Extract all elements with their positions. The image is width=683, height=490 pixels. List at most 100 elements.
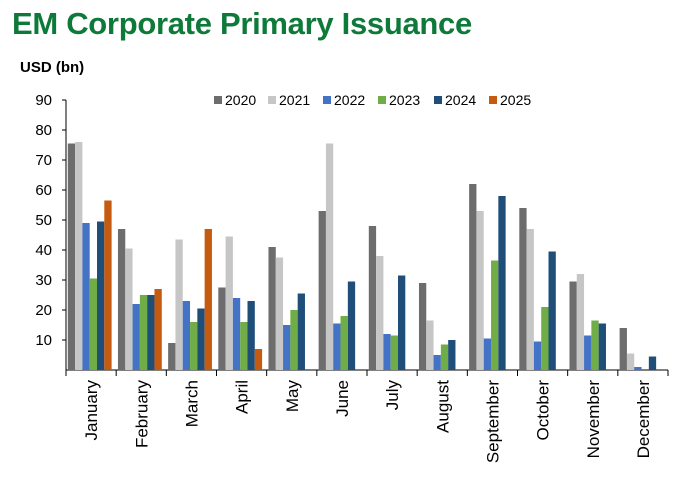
- bar-2024-september: [498, 196, 506, 370]
- bar-2023-november: [591, 320, 599, 370]
- bar-2021-october: [526, 229, 534, 370]
- bar-2022-january: [82, 223, 90, 370]
- legend-label-2023: 2023: [389, 92, 420, 108]
- chart-title: EM Corporate Primary Issuance: [12, 6, 472, 41]
- bar-2024-december: [648, 356, 657, 370]
- category-labels: January February March April May June July Augu…: [82, 380, 653, 464]
- legend-swatch-2023: [378, 96, 386, 104]
- bar-2023-march: [190, 322, 198, 370]
- legend-swatch-2022: [323, 96, 331, 104]
- legend-swatch-2021: [268, 96, 276, 104]
- bar-2020-june: [318, 211, 326, 370]
- category-label: January: [82, 380, 101, 441]
- bar-2023-february: [139, 295, 148, 370]
- chart-bars: [67, 142, 657, 370]
- category-label: March: [182, 380, 201, 427]
- y-tick-label: 70: [35, 152, 52, 169]
- y-tick-label: 30: [35, 272, 52, 289]
- y-axis-unit-label: USD (bn): [20, 59, 85, 76]
- category-label: April: [233, 380, 252, 414]
- bar-2022-november: [584, 335, 592, 370]
- bar-2023-january: [89, 278, 97, 370]
- bar-2024-march: [197, 308, 205, 370]
- bar-2024-october: [548, 251, 556, 370]
- bar-2020-september: [469, 184, 477, 370]
- category-label: December: [634, 380, 653, 459]
- bar-2022-december: [634, 367, 642, 370]
- legend-label-2021: 2021: [279, 92, 310, 108]
- bar-2020-august: [418, 283, 427, 370]
- y-tick-label: 40: [35, 242, 52, 259]
- bar-2021-april: [225, 236, 233, 370]
- y-tick-label: 20: [35, 302, 52, 319]
- bar-2020-november: [569, 281, 577, 370]
- bar-2022-october: [533, 341, 542, 370]
- category-label: May: [283, 380, 302, 413]
- bar-2020-april: [218, 287, 226, 370]
- category-label: July: [383, 380, 402, 411]
- chart-legend: 2020 2021 2022 2023 2024 2025: [214, 92, 531, 108]
- category-label: February: [132, 380, 151, 449]
- bar-2020-february: [117, 229, 126, 370]
- bar-2021-january: [75, 142, 83, 370]
- bar-2024-july: [398, 275, 406, 370]
- y-tick-label: 80: [35, 122, 52, 139]
- bar-2024-june: [347, 281, 356, 370]
- y-tick-label: 60: [35, 182, 52, 199]
- bar-2022-february: [132, 304, 140, 370]
- category-label: September: [483, 380, 502, 463]
- bar-2021-september: [476, 211, 484, 370]
- bar-2023-october: [541, 307, 549, 370]
- bar-2022-may: [283, 325, 291, 370]
- bar-2022-march: [182, 301, 191, 370]
- bar-2021-may: [275, 257, 284, 370]
- bar-2020-december: [619, 328, 627, 370]
- category-label: June: [333, 380, 352, 417]
- legend-label-2024: 2024: [445, 92, 476, 108]
- bar-2020-october: [519, 208, 527, 370]
- bar-2022-june: [333, 323, 341, 370]
- chart-axes: 10 20 30 40 50 60 70 80 90: [35, 92, 669, 376]
- bar-2020-may: [268, 247, 276, 370]
- bar-2022-august: [433, 355, 441, 370]
- bar-2021-november: [576, 274, 585, 370]
- bar-2025-april: [254, 349, 263, 370]
- bar-2022-april: [232, 298, 241, 370]
- bar-2020-march: [168, 343, 176, 370]
- bar-2020-january: [67, 143, 76, 370]
- bar-2021-august: [426, 320, 434, 370]
- bar-2021-february: [125, 248, 133, 370]
- bar-2024-may: [297, 293, 305, 370]
- bar-2023-may: [290, 310, 298, 370]
- bar-2021-december: [626, 353, 635, 370]
- bar-2024-april: [247, 301, 255, 370]
- category-label: November: [584, 380, 603, 459]
- y-tick-label: 10: [35, 332, 52, 349]
- bar-2020-july: [368, 226, 377, 370]
- bar-2023-july: [390, 335, 398, 370]
- bar-2022-september: [483, 338, 492, 370]
- legend-swatch-2025: [489, 96, 497, 104]
- bar-2024-august: [448, 340, 456, 370]
- bar-2022-july: [383, 334, 391, 370]
- legend-swatch-2020: [214, 96, 222, 104]
- bar-2025-january: [104, 200, 112, 370]
- bar-2024-november: [598, 323, 606, 370]
- bar-2025-february: [154, 289, 162, 370]
- legend-label-2025: 2025: [500, 92, 531, 108]
- bar-2021-march: [175, 239, 183, 370]
- y-tick-label: 90: [35, 92, 52, 109]
- bar-2023-june: [340, 316, 348, 370]
- bar-2024-february: [147, 295, 155, 370]
- category-label: August: [433, 380, 452, 433]
- legend-swatch-2024: [434, 96, 442, 104]
- bar-2023-september: [491, 260, 499, 370]
- bar-2021-june: [325, 143, 334, 370]
- category-label: October: [534, 380, 553, 441]
- bar-2023-august: [440, 344, 449, 370]
- legend-label-2020: 2020: [225, 92, 256, 108]
- legend-label-2022: 2022: [334, 92, 365, 108]
- bar-2021-july: [376, 256, 384, 370]
- bar-2023-april: [240, 322, 248, 370]
